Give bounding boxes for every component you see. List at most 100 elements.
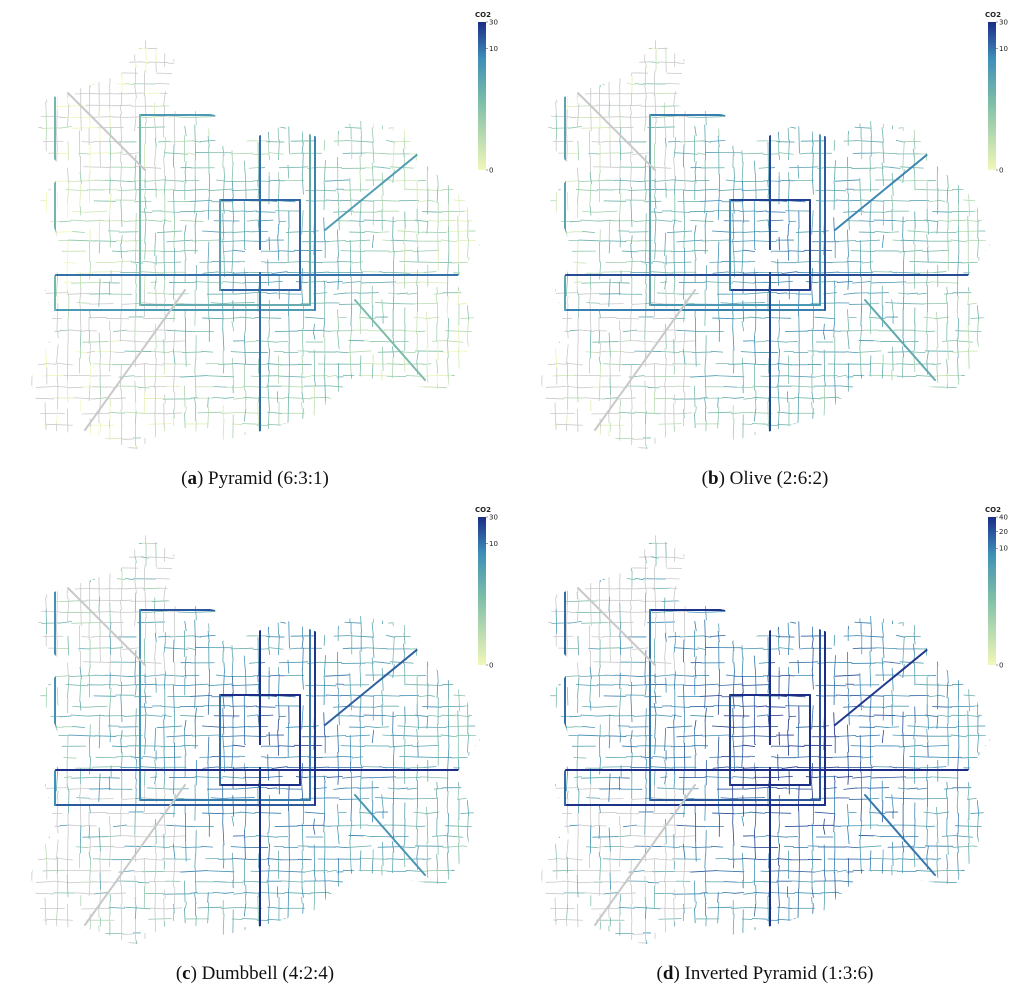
road bbox=[223, 941, 224, 964]
road bbox=[238, 588, 259, 589]
road bbox=[324, 611, 325, 623]
road bbox=[733, 101, 734, 120]
road bbox=[989, 432, 990, 448]
road bbox=[25, 813, 38, 814]
road bbox=[164, 157, 165, 177]
road bbox=[302, 916, 303, 927]
road bbox=[338, 257, 339, 279]
road bbox=[937, 330, 938, 347]
road bbox=[164, 922, 165, 949]
road bbox=[58, 933, 71, 934]
road bbox=[904, 251, 905, 261]
road bbox=[443, 846, 464, 848]
road bbox=[80, 460, 81, 478]
road bbox=[479, 456, 480, 481]
road bbox=[350, 716, 364, 717]
road bbox=[382, 691, 383, 705]
road bbox=[423, 364, 431, 365]
road bbox=[25, 48, 34, 50]
road bbox=[336, 847, 348, 848]
road bbox=[542, 281, 543, 308]
road bbox=[305, 870, 314, 872]
road bbox=[121, 304, 122, 319]
road bbox=[405, 83, 418, 84]
road bbox=[36, 684, 43, 685]
road bbox=[329, 241, 346, 242]
road bbox=[232, 30, 233, 39]
road bbox=[468, 40, 469, 54]
road bbox=[441, 220, 455, 221]
road bbox=[695, 46, 696, 67]
road bbox=[154, 438, 175, 439]
road bbox=[391, 424, 397, 425]
road bbox=[426, 459, 427, 487]
road bbox=[145, 243, 146, 259]
road bbox=[89, 826, 90, 839]
road bbox=[83, 662, 110, 663]
road bbox=[665, 37, 666, 62]
road bbox=[41, 241, 52, 242]
road bbox=[208, 407, 209, 428]
road bbox=[942, 340, 955, 341]
road bbox=[386, 635, 395, 637]
road bbox=[654, 208, 656, 218]
road bbox=[311, 892, 329, 893]
road bbox=[744, 293, 765, 295]
road bbox=[414, 812, 426, 813]
road bbox=[778, 338, 779, 349]
road bbox=[289, 366, 290, 394]
road bbox=[813, 153, 814, 175]
road bbox=[121, 799, 122, 814]
road bbox=[224, 892, 234, 893]
road bbox=[176, 105, 191, 106]
road bbox=[882, 410, 883, 423]
road bbox=[287, 438, 308, 439]
road bbox=[99, 563, 100, 579]
road bbox=[155, 843, 156, 853]
road bbox=[243, 386, 267, 387]
road bbox=[223, 251, 234, 252]
road bbox=[303, 153, 304, 175]
road bbox=[431, 72, 446, 73]
road bbox=[546, 189, 553, 190]
road bbox=[600, 365, 601, 386]
road bbox=[479, 432, 480, 448]
road bbox=[390, 881, 399, 882]
road bbox=[934, 424, 955, 425]
road bbox=[208, 893, 209, 903]
road bbox=[40, 788, 67, 789]
road bbox=[143, 261, 154, 262]
road bbox=[259, 533, 268, 534]
road bbox=[579, 240, 605, 241]
road bbox=[750, 317, 765, 318]
road bbox=[360, 565, 361, 584]
road bbox=[684, 48, 694, 49]
road bbox=[227, 943, 236, 945]
road bbox=[25, 836, 39, 837]
road bbox=[288, 431, 289, 441]
road bbox=[553, 190, 560, 191]
road bbox=[165, 890, 166, 899]
road bbox=[556, 89, 557, 103]
road bbox=[288, 85, 289, 106]
road bbox=[223, 860, 224, 868]
road bbox=[108, 893, 125, 894]
road bbox=[542, 30, 543, 40]
road bbox=[882, 163, 883, 186]
road bbox=[417, 47, 418, 65]
road bbox=[684, 443, 685, 464]
road bbox=[57, 791, 58, 799]
road bbox=[977, 424, 1004, 425]
road bbox=[244, 763, 245, 769]
road bbox=[34, 543, 56, 544]
road bbox=[885, 303, 904, 304]
road bbox=[631, 236, 632, 244]
road bbox=[70, 675, 96, 676]
road bbox=[338, 945, 339, 967]
road bbox=[733, 329, 734, 350]
road bbox=[337, 725, 338, 752]
road bbox=[890, 272, 896, 273]
road bbox=[272, 543, 285, 545]
road bbox=[244, 831, 245, 859]
road bbox=[837, 375, 846, 377]
